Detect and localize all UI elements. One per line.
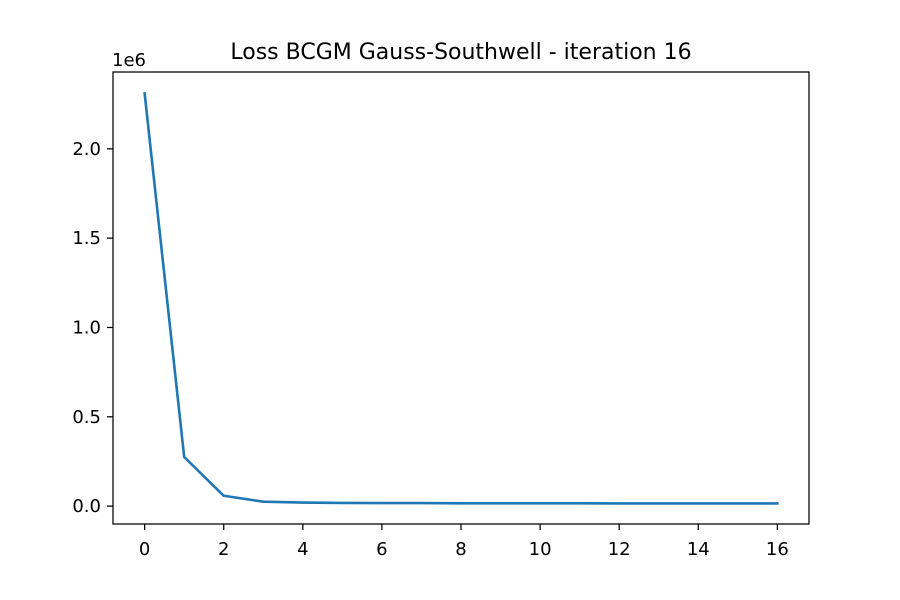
x-tick-label: 0 [139,539,150,560]
series-layer [143,92,779,505]
plot-area-frame [112,71,810,525]
y-tick-label: 1.0 [72,317,101,338]
x-tick-label: 8 [455,539,466,560]
y-axis-ticks: 0.0 0.5 1.0 1.5 2.0 [72,139,113,517]
y-tick-label: 2.0 [72,139,101,160]
y-axis-offset-label: 1e6 [112,50,146,71]
y-tick-label: 1.5 [72,228,101,249]
x-tick-label: 14 [687,539,710,560]
x-axis-ticks: 0 2 4 6 8 10 12 14 16 [139,524,789,560]
x-tick-label: 6 [376,539,387,560]
chart-title: Loss BCGM Gauss-Southwell - iteration 16 [230,40,691,65]
x-tick-label: 12 [608,539,631,560]
x-tick-label: 2 [218,539,229,560]
x-tick-label: 4 [297,539,308,560]
x-tick-label: 16 [766,539,789,560]
loss-series-line [143,92,779,505]
y-tick-label: 0.5 [72,407,101,428]
x-tick-label: 10 [529,539,552,560]
y-tick-label: 0.0 [72,496,101,517]
